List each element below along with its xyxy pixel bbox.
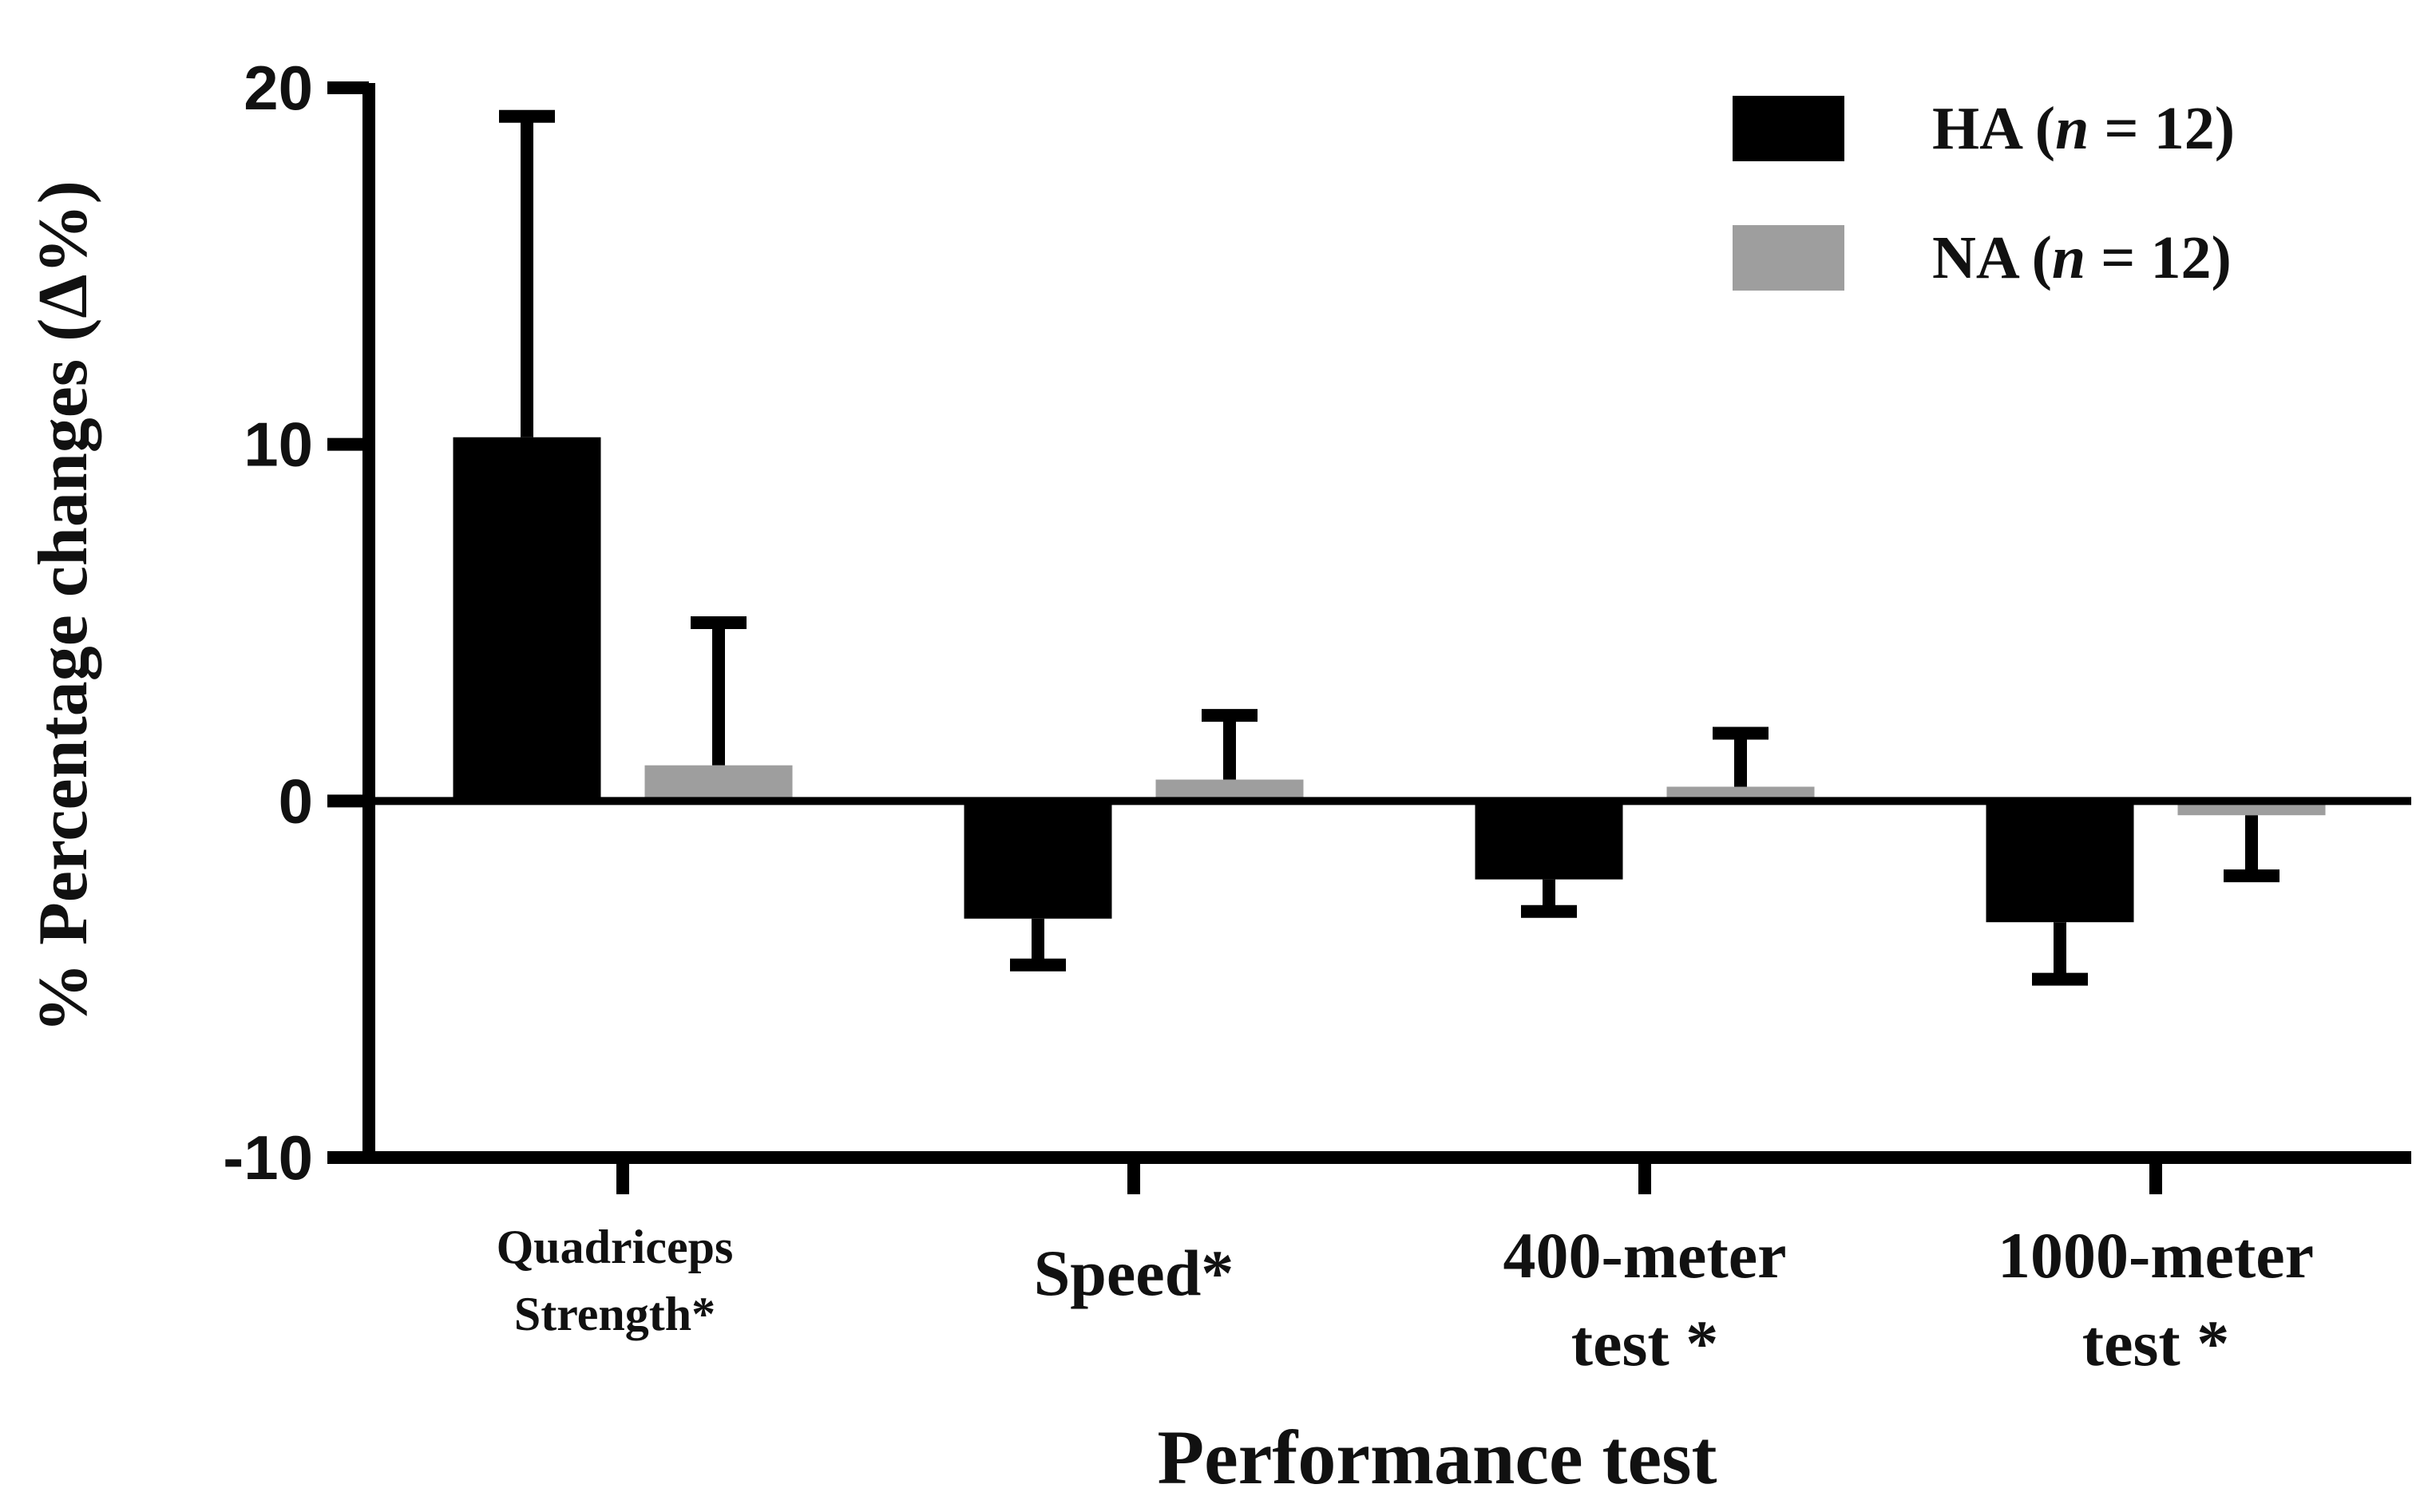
bar-na bbox=[644, 765, 793, 802]
bar-ha bbox=[1475, 801, 1623, 880]
legend-n-value: = 12) bbox=[2085, 224, 2232, 291]
x-category-label: Strength* bbox=[514, 1288, 715, 1340]
bar-ha bbox=[1986, 801, 2134, 923]
y-axis-label: % Percentage changes (Δ%) bbox=[25, 180, 102, 1033]
axes bbox=[362, 83, 2411, 1164]
legend-label-na: NA (n = 12) bbox=[1932, 224, 2232, 291]
y-tick-label: 10 bbox=[244, 410, 313, 480]
legend-label-ha: HA (n = 12) bbox=[1932, 95, 2235, 162]
x-axis-title: Performance test bbox=[1158, 1415, 1717, 1500]
x-category-label: Quadriceps bbox=[497, 1221, 734, 1273]
bar-ha bbox=[453, 437, 601, 802]
legend-group-name: NA ( bbox=[1932, 224, 2052, 291]
bar-ha bbox=[964, 801, 1112, 919]
legend-n-value: = 12) bbox=[2089, 95, 2235, 162]
error-bars bbox=[499, 109, 2280, 986]
y-tick-label: -10 bbox=[223, 1122, 313, 1193]
bars bbox=[453, 437, 2326, 923]
x-ticks: Quadriceps Strength* Speed* 400-meter test *… bbox=[497, 1158, 2314, 1379]
x-category-label: 400-meter bbox=[1503, 1219, 1786, 1292]
x-category-label: test * bbox=[2082, 1307, 2229, 1379]
y-tick-label: 0 bbox=[279, 766, 313, 836]
x-axis-label: Performance test bbox=[1158, 1415, 1717, 1500]
legend: HA (n = 12)NA (n = 12) bbox=[1733, 95, 2235, 291]
legend-swatch-na bbox=[1733, 225, 1844, 291]
legend-group-name: HA ( bbox=[1932, 95, 2055, 162]
x-category-label: Speed* bbox=[1034, 1237, 1234, 1309]
y-axis-title: % Percentage changes (Δ%) bbox=[25, 180, 102, 1033]
x-category-label: test * bbox=[1571, 1307, 1718, 1379]
y-tick-label: 20 bbox=[244, 53, 313, 123]
legend-n-symbol: n bbox=[2052, 224, 2085, 291]
legend-swatch-ha bbox=[1733, 96, 1844, 161]
y-ticks: 20 10 0 -10 bbox=[223, 53, 369, 1193]
x-category-label: 1000-meter bbox=[1998, 1219, 2314, 1292]
legend-n-symbol: n bbox=[2055, 95, 2089, 162]
